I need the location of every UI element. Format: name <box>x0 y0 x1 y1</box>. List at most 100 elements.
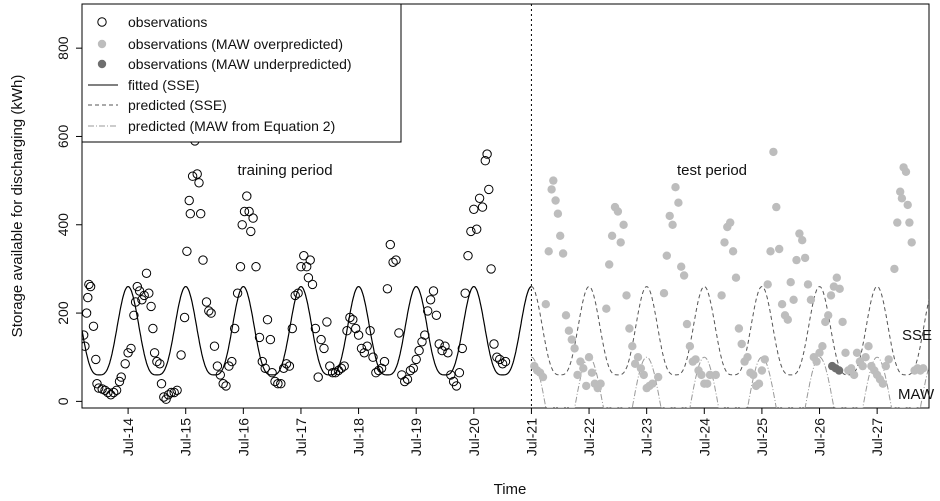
overpredicted-point <box>564 326 574 335</box>
observation-point <box>111 385 122 395</box>
y-tick-label: 600 <box>55 125 71 149</box>
observation-point <box>303 273 314 283</box>
observation-point <box>206 308 216 318</box>
overpredicted-point <box>648 379 657 388</box>
overpredicted-point <box>818 342 827 351</box>
overpredicted-point <box>903 200 912 210</box>
predicted-sse-line <box>531 286 929 376</box>
observation-point <box>345 312 355 323</box>
observation-point <box>500 356 511 367</box>
observation-point <box>257 356 267 367</box>
observation-point <box>408 363 418 373</box>
overpredicted-point <box>841 348 850 357</box>
overpredicted-point <box>682 319 692 329</box>
overpredicted-point <box>763 280 772 289</box>
observation-point <box>260 363 270 373</box>
observation-point <box>351 323 361 334</box>
x-tick-label: Jul-25 <box>754 418 770 456</box>
x-tick-label: Jul-20 <box>466 418 482 456</box>
observation-point <box>469 204 479 215</box>
observation-point <box>235 262 246 272</box>
observation-point <box>281 359 292 369</box>
observation-point <box>279 363 289 373</box>
observation-point <box>411 354 421 365</box>
observation-point <box>388 257 398 267</box>
overpredicted-point <box>561 311 571 320</box>
observation-point <box>463 251 473 261</box>
observation-point <box>155 359 165 369</box>
x-axis-title: Time <box>494 481 527 498</box>
x-tick-label: Jul-21 <box>523 418 539 456</box>
observation-point <box>230 323 240 334</box>
observation-point <box>374 365 384 376</box>
observation-point <box>156 379 167 389</box>
observation-point <box>431 310 442 320</box>
observation-point <box>159 392 169 402</box>
observation-point <box>126 343 136 354</box>
observation-point <box>319 343 329 354</box>
overpredicted-point <box>847 364 856 373</box>
overpredicted-point <box>567 335 576 344</box>
observation-point <box>185 209 196 219</box>
legend-entry-predicted-sse: predicted (SSE) <box>128 97 227 113</box>
overpredicted-point <box>691 355 700 364</box>
fitted-sse-line <box>82 285 532 376</box>
overpredicted-point <box>665 211 674 221</box>
observation-point <box>477 202 488 212</box>
overpredicted-point <box>795 229 804 238</box>
overpredicted-point <box>884 355 893 364</box>
observation-point <box>246 226 256 237</box>
overpredicted-point <box>711 370 720 380</box>
observation-point <box>88 321 99 331</box>
observation-point <box>417 337 427 347</box>
observation-point <box>480 156 490 166</box>
observation-point <box>106 390 116 400</box>
overpredicted-point <box>619 220 628 229</box>
observation-point <box>148 323 158 334</box>
overpredicted-point <box>849 370 859 380</box>
observation-point <box>472 224 482 234</box>
observation-point <box>137 295 147 305</box>
observation-point <box>293 288 303 298</box>
observation-point <box>116 372 126 382</box>
overpredicted-point <box>772 202 781 212</box>
observation-point <box>82 330 89 340</box>
overpredicted-point <box>760 355 769 364</box>
observation-point <box>232 288 243 298</box>
observation-point <box>405 365 416 376</box>
observation-point <box>474 193 485 204</box>
observation-point <box>248 213 258 223</box>
overpredicted-point <box>602 304 611 313</box>
overpredicted-point <box>654 372 663 382</box>
observation-point <box>316 334 326 345</box>
observation-point <box>402 374 413 384</box>
observation-point <box>85 281 96 292</box>
observation-point <box>322 317 332 327</box>
observation-point <box>336 363 346 373</box>
overpredicted-point <box>679 271 689 280</box>
observation-point <box>379 356 390 367</box>
legend-entry-maw-overpredicted: observations (MAW overpredicted) <box>128 36 343 52</box>
legend-entry-maw-underpredicted: observations (MAW underpredicted) <box>128 56 352 72</box>
overpredicted-point <box>893 218 902 227</box>
test-period-label: test period <box>677 162 747 179</box>
observation-point <box>313 372 323 382</box>
observation-point <box>237 220 247 230</box>
overpredicted-point <box>824 311 833 320</box>
overpredicted-point <box>789 295 798 304</box>
overpredicted-point <box>553 209 563 218</box>
overpredicted-point <box>662 251 671 260</box>
observation-point <box>497 359 508 369</box>
observation-point <box>362 341 372 351</box>
y-tick-label: 200 <box>55 301 71 325</box>
overpredicted-point <box>897 194 907 203</box>
y-axis-title: Storage available for discharging (kWh) <box>9 75 26 338</box>
observation-point <box>342 326 352 336</box>
overpredicted-point <box>812 357 821 366</box>
overpredicted-point <box>896 187 905 196</box>
observation-point <box>451 381 462 391</box>
overpredicted-point <box>901 167 911 176</box>
observation-point <box>94 383 104 393</box>
overpredicted-point <box>639 370 648 380</box>
